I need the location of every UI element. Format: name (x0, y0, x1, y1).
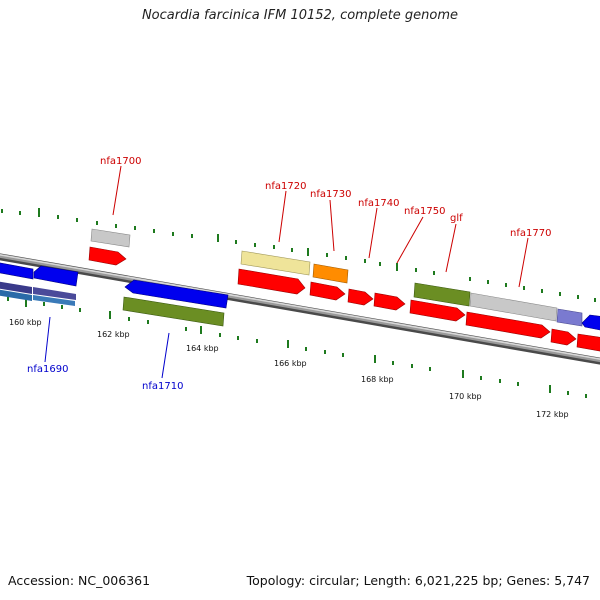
gene-label[interactable]: nfa1700 (100, 156, 141, 167)
gene-block-steel (0, 289, 32, 301)
gene-box-khaki[interactable] (240, 250, 311, 276)
gene-arrow-forward[interactable] (373, 292, 406, 311)
gene-arrow-forward[interactable] (88, 246, 127, 266)
scale-tick-label: 166 kbp (274, 359, 307, 368)
gene-block-slate (0, 281, 32, 294)
gene-label[interactable]: glf (450, 213, 463, 224)
label-leaders (44, 165, 529, 379)
upper-tick-row (1, 208, 596, 302)
gene-label[interactable]: nfa1750 (404, 206, 445, 217)
gene-arrow-reverse-nfa1710[interactable] (124, 279, 229, 309)
gene-arrow-forward[interactable] (309, 281, 346, 301)
gene-box-olive[interactable] (413, 282, 471, 307)
gene-arrow-forward[interactable] (576, 333, 600, 352)
scale-tick-labels: 160 kbp 162 kbp 164 kbp 166 kbp 168 kbp … (9, 318, 569, 419)
gene-label[interactable]: nfa1740 (358, 198, 399, 209)
gene-arrow-reverse[interactable] (0, 262, 34, 280)
gene-block-slate (33, 287, 76, 300)
scale-tick-label: 170 kbp (449, 392, 482, 401)
reverse-features-middle (122, 279, 229, 327)
scale-tick-label: 168 kbp (361, 375, 394, 384)
gene-arrow-forward[interactable] (347, 288, 374, 306)
scale-tick-label: 162 kbp (97, 330, 130, 339)
reverse-features-left (0, 262, 79, 306)
scale-tick-label: 172 kbp (536, 410, 569, 419)
gene-box-orange[interactable] (312, 263, 349, 284)
gene-label[interactable]: nfa1710 (142, 381, 183, 392)
gene-arrow-forward[interactable] (465, 311, 551, 339)
forward-gene-labels: nfa1700 nfa1720 nfa1730 nfa1740 nfa1750 … (100, 156, 551, 239)
gene-box-lightgray[interactable] (469, 292, 558, 322)
gene-block-olive[interactable] (122, 296, 225, 327)
gene-arrow-reverse[interactable] (581, 314, 600, 331)
genome-title: Nocardia farcinica IFM 10152, complete g… (141, 8, 459, 23)
lower-tick-row (7, 297, 587, 398)
reverse-gene-labels: nfa1690 nfa1710 (27, 364, 183, 392)
scale-tick-label: 164 kbp (186, 344, 219, 353)
accession-text: Accession: NC_006361 (8, 573, 151, 588)
genome-backbone (0, 253, 600, 365)
gene-block-steel (33, 295, 75, 306)
gene-box-gray[interactable] (90, 228, 131, 248)
gene-nfa1700-group (88, 228, 131, 266)
gene-arrow-forward[interactable] (550, 328, 577, 346)
gene-arrow-forward[interactable] (237, 268, 306, 295)
gene-arrow-forward[interactable] (409, 299, 466, 322)
gene-label[interactable]: nfa1690 (27, 364, 68, 375)
forward-features (237, 250, 600, 352)
gene-label[interactable]: nfa1770 (510, 228, 551, 239)
gene-box-lavender[interactable] (556, 308, 583, 327)
gene-label[interactable]: nfa1720 (265, 181, 306, 192)
gene-label[interactable]: nfa1730 (310, 189, 351, 200)
scale-tick-label: 160 kbp (9, 318, 42, 327)
genome-summary-text: Topology: circular; Length: 6,021,225 bp… (246, 573, 590, 588)
gene-arrow-reverse[interactable] (33, 265, 79, 287)
